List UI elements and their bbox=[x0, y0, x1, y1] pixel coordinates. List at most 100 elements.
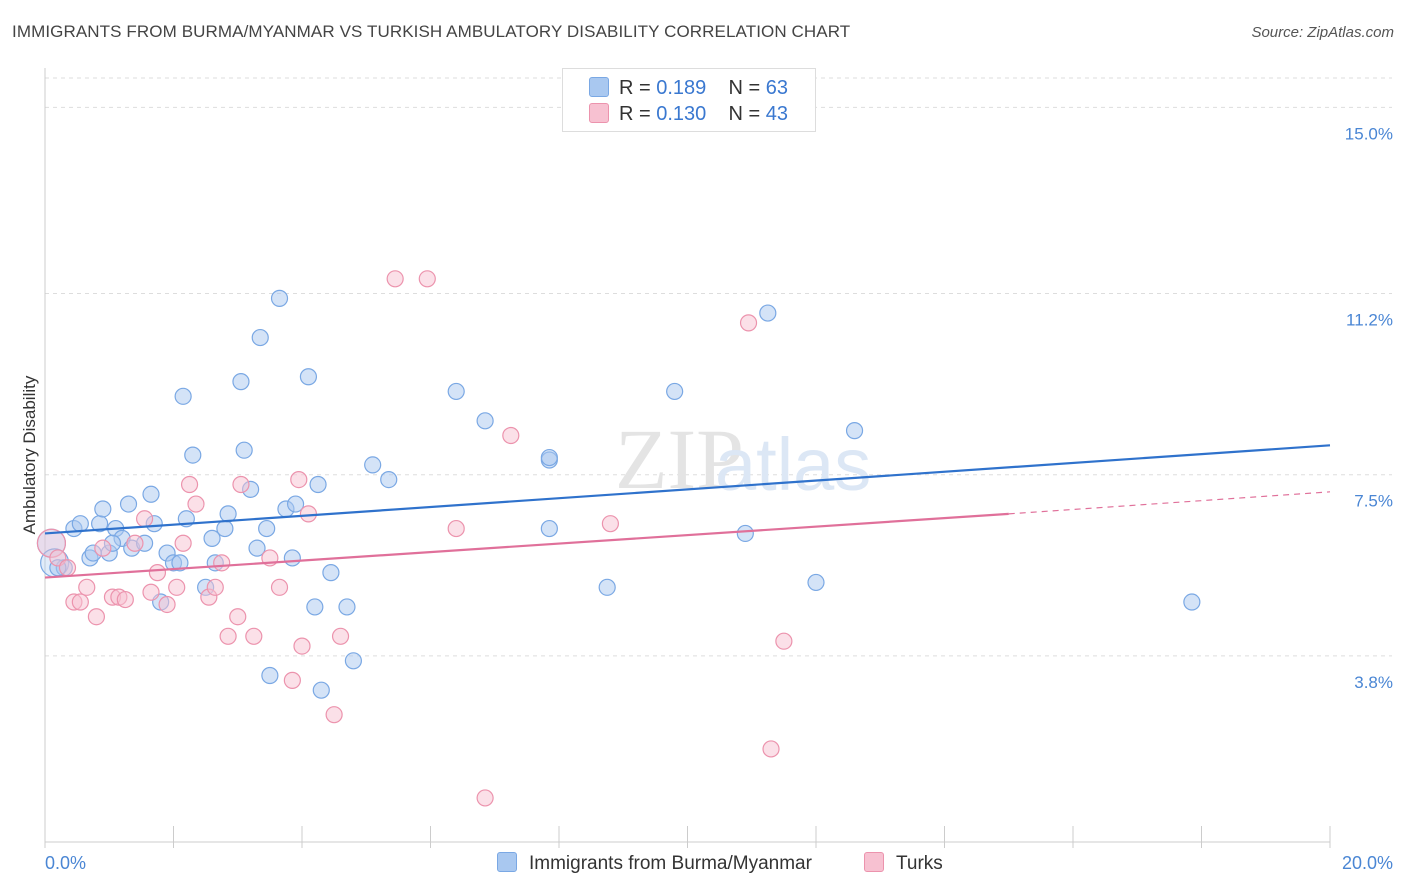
point-turks bbox=[447, 519, 465, 538]
y-tick-label: 7.5% bbox=[1354, 492, 1393, 511]
legend-row-turks: R = 0.130 N = 43 bbox=[589, 103, 788, 127]
trend-line-turks-extension bbox=[1008, 491, 1331, 515]
legend-n-value: 63 bbox=[765, 77, 789, 99]
point-turks bbox=[601, 515, 620, 533]
bottom-legend-burma: Immigrants from Burma/Myanmar bbox=[497, 852, 812, 875]
point-turks bbox=[78, 578, 96, 596]
point-turks bbox=[293, 637, 311, 655]
point-burma bbox=[251, 328, 269, 347]
bottom-legend-label-turks: Turks bbox=[896, 853, 943, 874]
legend-r-label: R = bbox=[619, 103, 651, 125]
point-burma bbox=[380, 470, 398, 489]
legend-row-burma: R = 0.189 N = 63 bbox=[589, 77, 788, 101]
point-turks bbox=[135, 510, 154, 528]
point-burma bbox=[248, 539, 266, 557]
point-turks bbox=[502, 426, 520, 445]
point-turks bbox=[299, 505, 318, 523]
point-burma bbox=[759, 304, 777, 322]
point-turks bbox=[245, 627, 263, 645]
point-turks bbox=[232, 475, 250, 494]
point-burma bbox=[235, 441, 253, 459]
point-burma bbox=[286, 495, 305, 513]
trend-line-turks bbox=[44, 512, 1009, 579]
source-label: Source: ZipAtlas.com bbox=[1251, 24, 1394, 41]
point-burma bbox=[447, 382, 465, 401]
point-burma bbox=[283, 549, 301, 567]
point-turks bbox=[126, 534, 144, 552]
watermark-atlas: atlas bbox=[715, 423, 871, 506]
point-burma bbox=[322, 564, 340, 582]
trend-lines bbox=[44, 444, 1331, 579]
point-burma bbox=[807, 573, 825, 592]
point-burma bbox=[270, 289, 289, 307]
point-turks bbox=[229, 608, 247, 626]
point-burma bbox=[364, 456, 382, 474]
point-burma bbox=[258, 519, 276, 538]
y-axis-label: Ambulatory Disability bbox=[20, 375, 39, 534]
point-burma bbox=[184, 446, 202, 464]
point-turks bbox=[331, 627, 350, 645]
legend-n-label: N = bbox=[728, 103, 761, 125]
point-burma bbox=[598, 578, 616, 596]
point-turks bbox=[58, 559, 77, 577]
point-turks bbox=[180, 475, 199, 494]
point-turks bbox=[270, 578, 289, 596]
point-turks bbox=[476, 789, 494, 807]
point-turks bbox=[187, 495, 205, 513]
point-burma bbox=[338, 598, 356, 616]
point-turks bbox=[168, 578, 186, 596]
point-turks bbox=[116, 590, 134, 609]
axes bbox=[44, 68, 1331, 848]
point-turks bbox=[386, 270, 404, 288]
point-burma bbox=[216, 519, 234, 538]
point-burma bbox=[845, 422, 864, 440]
point-turks bbox=[283, 671, 301, 689]
point-burma bbox=[344, 652, 362, 670]
legend: R = 0.189 N = 63 R = 0.130 N = 43 bbox=[562, 68, 816, 132]
bottom-legend-swatch-turks bbox=[864, 852, 884, 872]
point-turks bbox=[762, 740, 780, 758]
legend-n-value: 43 bbox=[765, 103, 789, 125]
point-burma bbox=[171, 554, 189, 572]
point-turks bbox=[94, 539, 112, 557]
point-burma bbox=[1183, 593, 1201, 611]
point-burma bbox=[94, 500, 112, 518]
point-burma bbox=[119, 495, 138, 513]
point-burma bbox=[232, 373, 250, 391]
point-turks bbox=[418, 270, 436, 288]
point-turks bbox=[158, 595, 176, 614]
point-burma bbox=[203, 529, 221, 547]
point-turks bbox=[148, 564, 167, 582]
y-tick-label: 15.0% bbox=[1345, 124, 1393, 143]
legend-swatch-burma bbox=[589, 77, 609, 97]
legend-swatch-turks bbox=[589, 103, 609, 123]
legend-r-value: 0.130 bbox=[656, 103, 707, 125]
point-turks bbox=[775, 632, 793, 650]
point-burma bbox=[174, 387, 192, 405]
point-burma bbox=[261, 666, 279, 685]
point-burma bbox=[540, 448, 558, 467]
point-burma bbox=[666, 382, 684, 401]
point-turks bbox=[213, 554, 231, 572]
point-turks bbox=[325, 706, 343, 724]
y-tick-label: 11.2% bbox=[1346, 310, 1393, 329]
point-burma bbox=[736, 524, 754, 543]
point-turks bbox=[142, 583, 160, 601]
point-burma bbox=[309, 475, 327, 494]
y-tick-label: 3.8% bbox=[1354, 673, 1393, 692]
bottom-legend-swatch-burma bbox=[497, 852, 517, 872]
point-burma bbox=[306, 598, 324, 616]
point-turks bbox=[174, 534, 192, 552]
point-burma bbox=[312, 681, 330, 699]
point-burma bbox=[71, 515, 89, 533]
grid-lines bbox=[45, 77, 1392, 657]
point-burma bbox=[476, 412, 494, 430]
point-burma bbox=[540, 519, 558, 538]
point-burma bbox=[142, 485, 160, 503]
point-turks bbox=[219, 627, 237, 645]
x-tick-label-min: 0.0% bbox=[45, 853, 86, 873]
point-turks bbox=[206, 578, 224, 596]
point-turks bbox=[87, 608, 106, 626]
bottom-legend-label-burma: Immigrants from Burma/Myanmar bbox=[529, 853, 812, 874]
